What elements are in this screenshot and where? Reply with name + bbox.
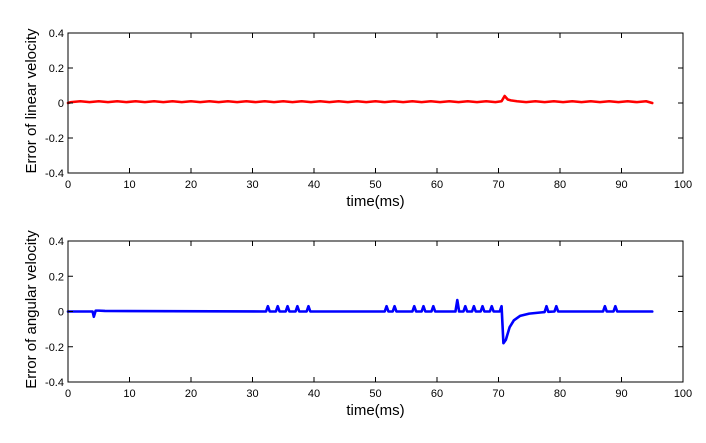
y-tick-label: -0.4 [45,168,64,180]
y-tick-label: 0 [58,98,64,110]
chart-panel-1: 0 10 20 30 40 50 60 70 80 90 100 -0.4 -0.2 0 0.2 0.4 tim… [23,28,692,210]
x-tick-label: 20 [185,388,197,400]
x-tick-label: 90 [615,388,627,400]
x-tick-label: 100 [674,179,692,191]
x-tick-label: 40 [308,388,320,400]
x-tick-label: 80 [554,179,566,191]
y-tick-label: -0.2 [45,133,64,145]
x-axis-label: time(ms) [346,193,404,210]
x-tick-label: 20 [185,179,197,191]
y-tick-label: 0.4 [49,236,64,248]
x-tick-label: 90 [615,179,627,191]
series-line-1-1 [66,94,654,105]
y-axis-label: Error of angular velocity [23,230,40,389]
y-tick-label: -0.2 [45,342,64,354]
y-tick-label: 0.4 [49,28,64,40]
x-tick-label: 50 [369,388,381,400]
x-tick-label: 100 [674,388,692,400]
x-tick-label: 60 [431,388,443,400]
x-tick-label: 10 [123,179,135,191]
y-tick-label: 0 [58,307,64,319]
x-tick-label: 0 [65,179,71,191]
x-tick-label: 0 [65,388,71,400]
y-axis-label: Error of linear velocity [23,28,40,174]
x-tick-label: 40 [308,179,320,191]
y-tick-label: 0.2 [49,63,64,75]
series-line-2-1 [66,298,654,345]
x-tick-label: 60 [431,179,443,191]
x-tick-label: 10 [123,388,135,400]
x-tick-label: 30 [246,388,258,400]
x-tick-label: 30 [246,179,258,191]
x-tick-label: 70 [492,388,504,400]
x-tick-label: 80 [554,388,566,400]
x-axis-label: time(ms) [346,402,404,419]
x-tick-label: 50 [369,179,381,191]
x-tick-label: 70 [492,179,504,191]
chart-panel-2: 0 10 20 30 40 50 60 70 80 90 100 -0.4 -0.2 0 0.2 0.4 tim… [23,230,692,419]
y-tick-label: 0.2 [49,271,64,283]
y-tick-label: -0.4 [45,377,64,389]
